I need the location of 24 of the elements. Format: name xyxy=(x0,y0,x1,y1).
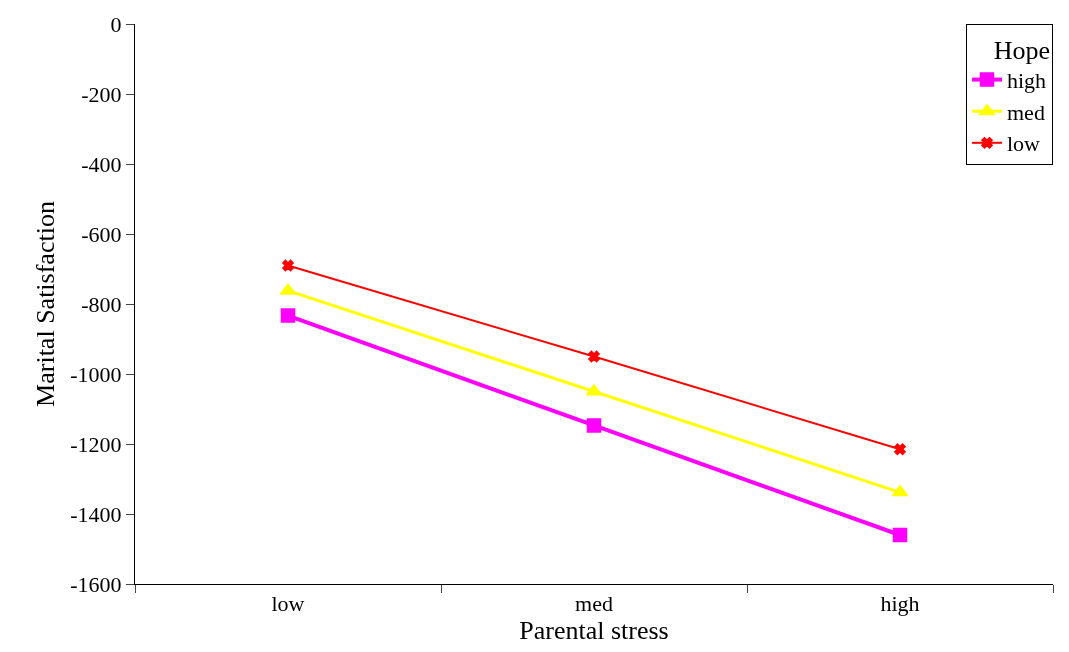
point xyxy=(280,308,296,323)
point xyxy=(282,259,294,272)
y-tick-label: -1600 xyxy=(70,571,122,597)
y-tick-label: -1400 xyxy=(70,501,122,527)
legend-label: high xyxy=(1007,68,1047,94)
point xyxy=(588,350,600,363)
legend-label: low xyxy=(1007,131,1041,157)
legend-label: med xyxy=(1007,99,1045,125)
y-tick-label: 0 xyxy=(110,11,122,37)
y-axis-title: Marital Satisfaction xyxy=(30,201,60,407)
y-tick-label: -600 xyxy=(81,221,122,247)
x-tick-label: med xyxy=(575,591,613,617)
y-tick-label: -400 xyxy=(81,151,122,177)
y-tick-label: -800 xyxy=(81,291,122,317)
point xyxy=(894,443,906,456)
x-tick-label: high xyxy=(880,591,920,617)
point xyxy=(892,527,908,543)
y-tick-label: -1200 xyxy=(70,431,122,457)
point xyxy=(586,418,602,433)
y-tick-label: -200 xyxy=(81,81,122,107)
legend-title: Hope xyxy=(993,35,1050,65)
x-axis-title: Parental stress xyxy=(519,616,669,646)
y-tick-label: -1000 xyxy=(70,361,122,387)
x-tick-label: low xyxy=(271,591,305,617)
